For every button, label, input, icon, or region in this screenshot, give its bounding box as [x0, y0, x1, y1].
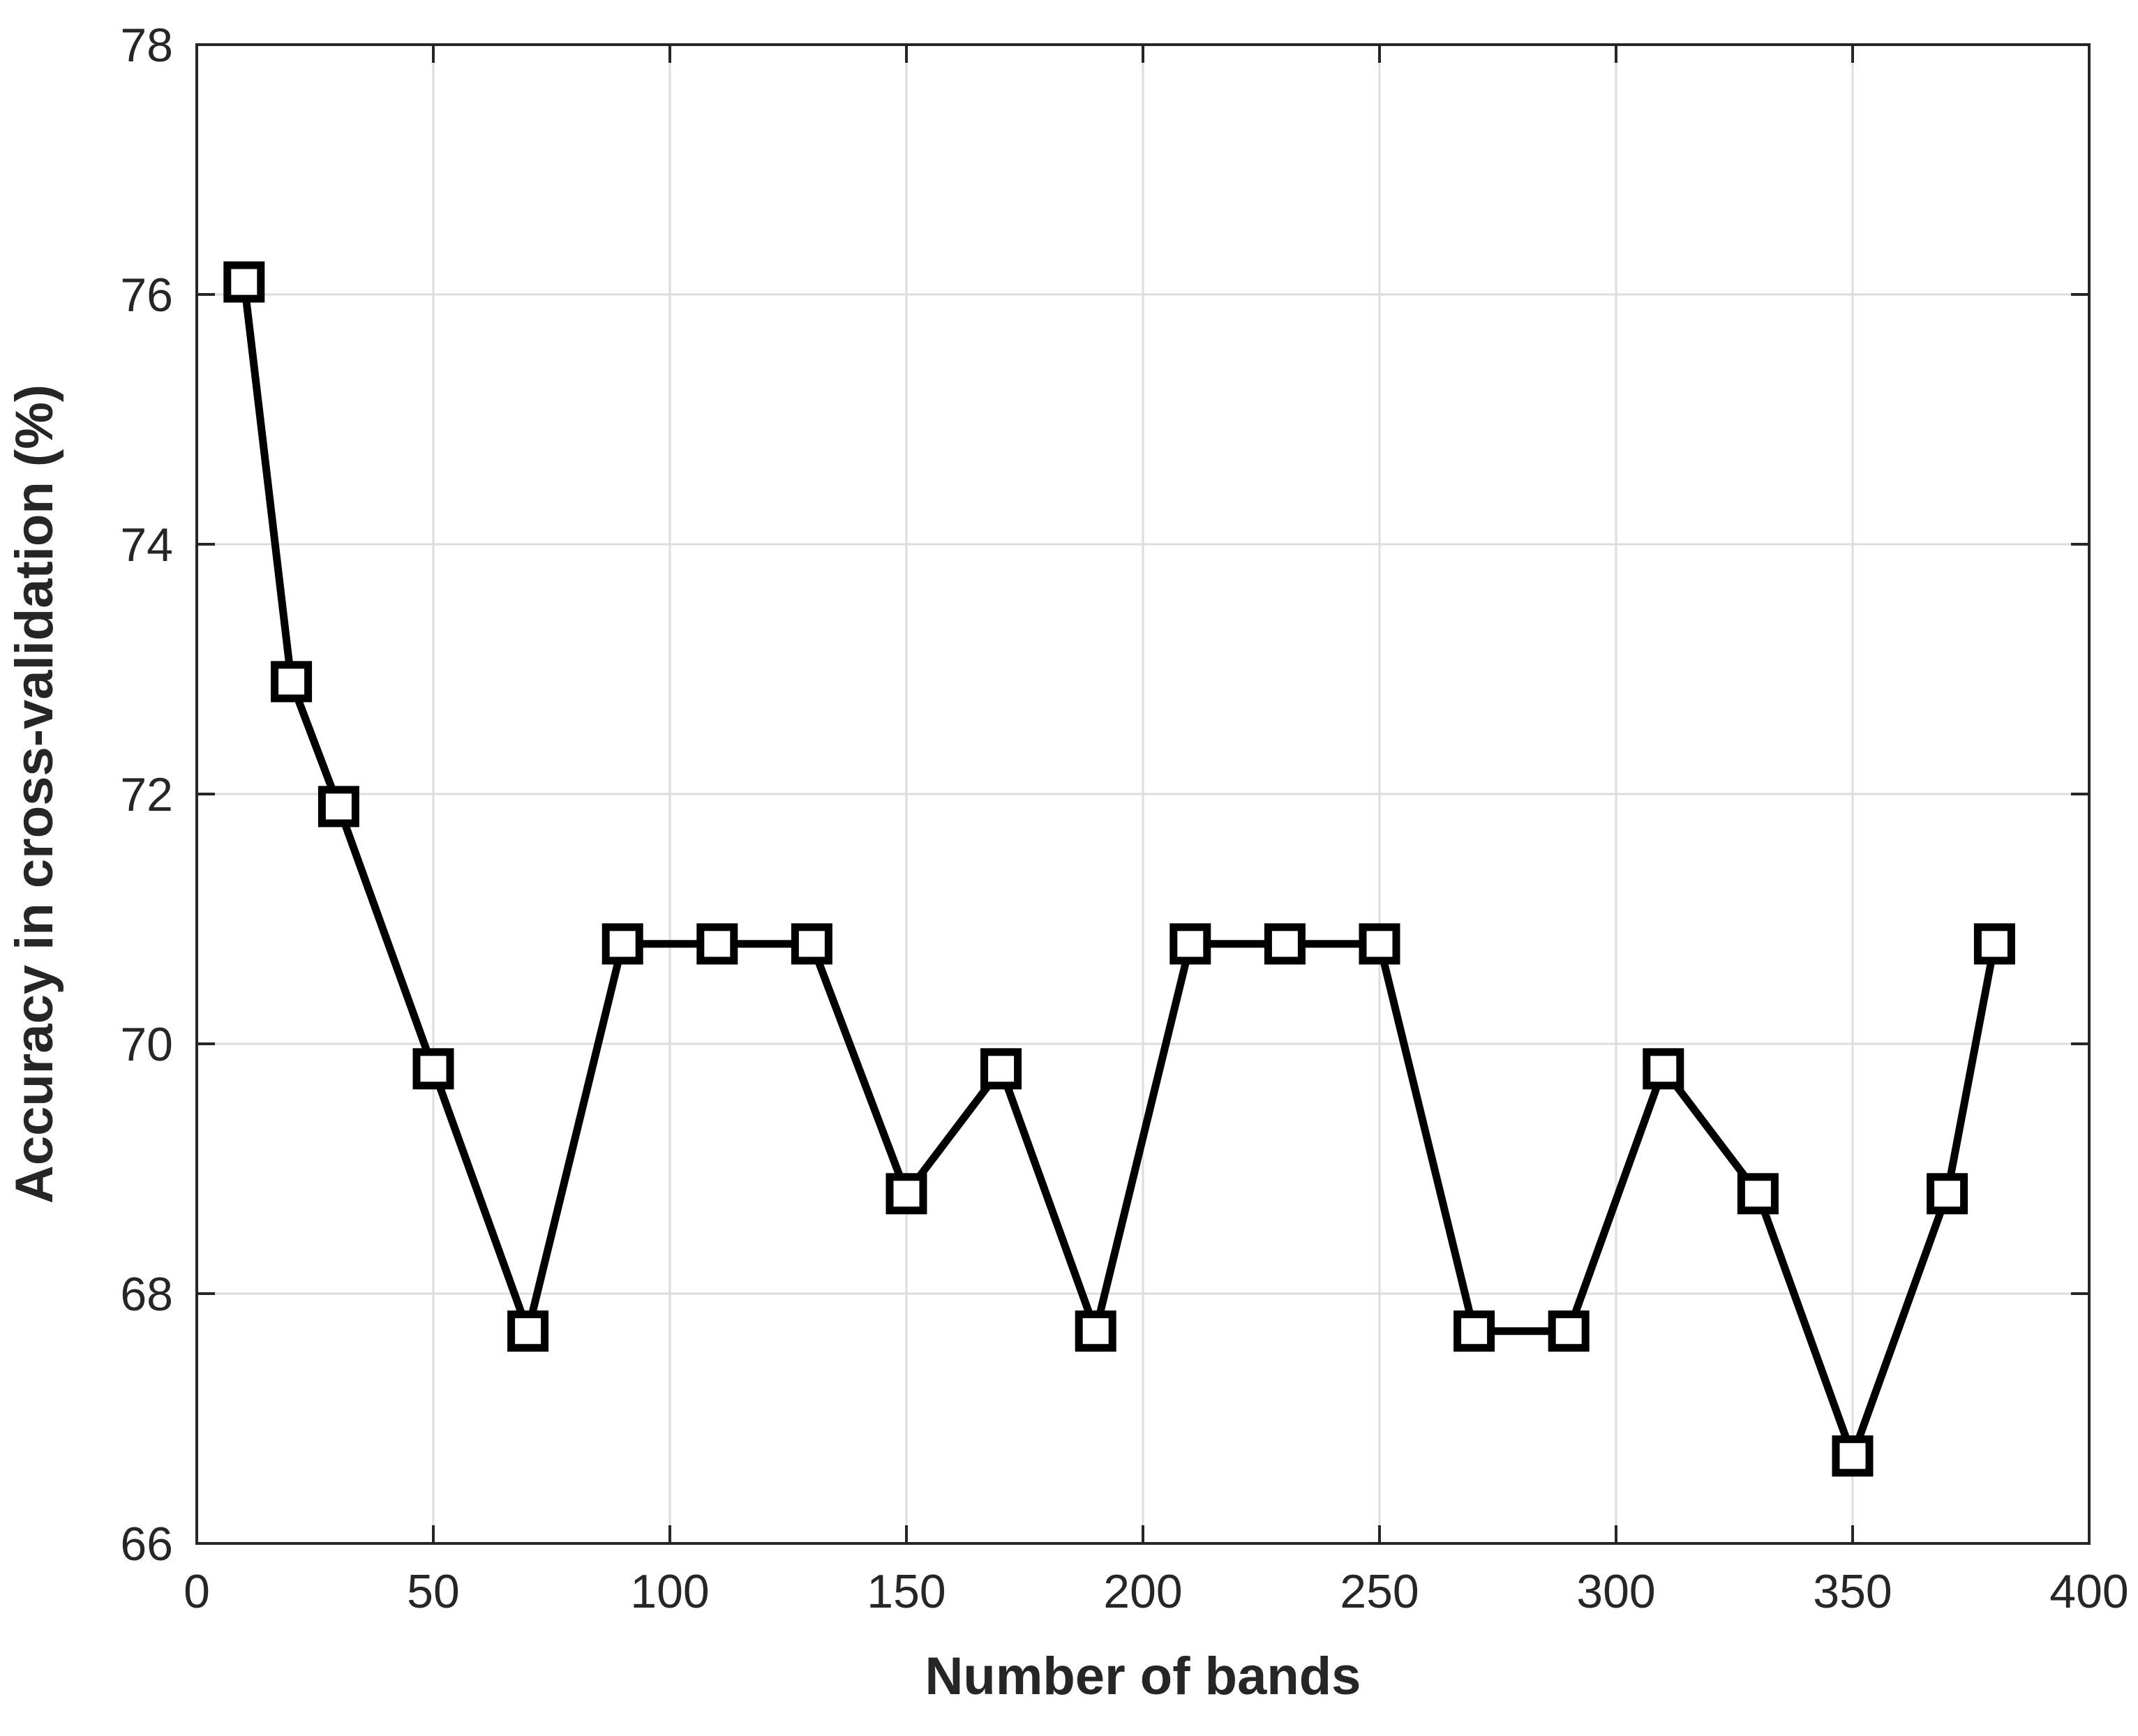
data-point-marker — [1643, 1048, 1684, 1090]
data-point-marker — [507, 1310, 549, 1352]
x-tick-label: 300 — [1576, 1565, 1655, 1618]
data-point-marker — [271, 661, 313, 703]
data-point-marker — [1832, 1435, 1874, 1477]
data-point-marker — [1453, 1310, 1495, 1352]
data-point-marker — [696, 923, 738, 965]
y-axis-ticks: 66 68 70 72 74 76 78 — [120, 19, 2089, 1571]
data-point-marker — [1359, 923, 1400, 965]
y-tick-label: 66 — [120, 1518, 173, 1571]
data-point-marker — [1927, 1173, 1968, 1215]
data-point-marker — [1973, 923, 2015, 965]
data-point-marker — [1075, 1310, 1116, 1352]
y-tick-label: 78 — [120, 19, 173, 72]
y-tick-label: 74 — [120, 518, 173, 571]
x-tick-label: 50 — [407, 1565, 460, 1618]
x-tick-label: 350 — [1813, 1565, 1892, 1618]
y-tick-label: 70 — [120, 1018, 173, 1071]
x-tick-label: 100 — [630, 1565, 709, 1618]
series-layer — [223, 261, 2015, 1477]
x-axis-label: Number of bands — [925, 1647, 1361, 1706]
x-axis-ticks: 0 50 100 150 200 250 300 350 400 — [184, 45, 2129, 1618]
data-point-marker — [1548, 1310, 1590, 1352]
x-tick-label: 250 — [1340, 1565, 1419, 1618]
data-point-marker — [980, 1048, 1022, 1090]
data-point-marker — [601, 923, 643, 965]
data-point-marker — [223, 261, 265, 303]
data-point-marker — [1737, 1173, 1779, 1215]
x-tick-label: 200 — [1103, 1565, 1182, 1618]
x-tick-label: 400 — [2049, 1565, 2128, 1618]
grid-lines — [197, 45, 2089, 1543]
data-point-marker — [317, 786, 359, 828]
data-point-marker — [412, 1048, 454, 1090]
y-tick-label: 76 — [120, 269, 173, 322]
data-point-marker — [885, 1173, 927, 1215]
y-tick-label: 72 — [120, 768, 173, 821]
data-point-marker — [1264, 923, 1306, 965]
x-tick-label: 0 — [184, 1565, 210, 1618]
x-tick-label: 150 — [867, 1565, 945, 1618]
data-point-marker — [791, 923, 832, 965]
y-axis-label: Accuracy in cross-validation (%) — [5, 384, 64, 1204]
data-point-marker — [1169, 923, 1211, 965]
y-tick-label: 68 — [120, 1268, 173, 1321]
